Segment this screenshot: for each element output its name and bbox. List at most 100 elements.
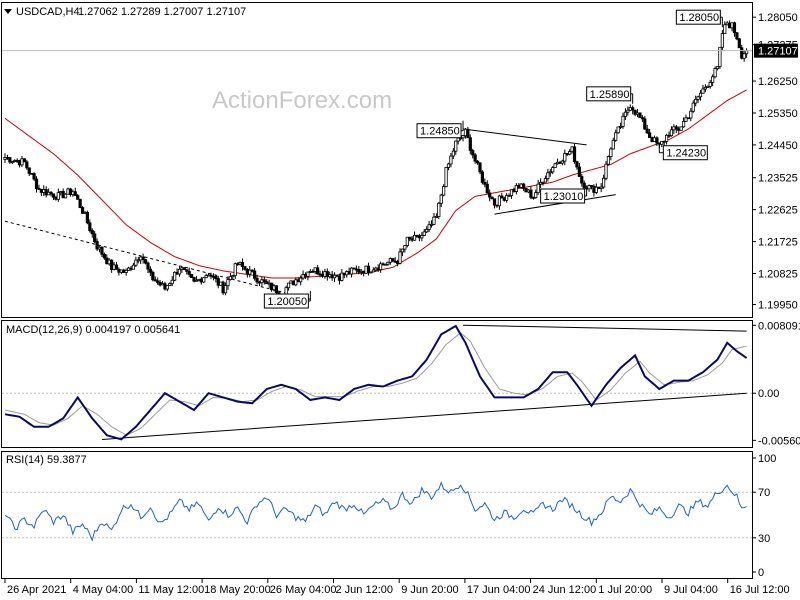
candle-body: [168, 283, 172, 286]
price-tick-label: 1.26250: [758, 76, 798, 88]
candle-body: [173, 271, 177, 281]
price-tick-label: 1.23525: [758, 173, 798, 185]
price-tick-label: 1.25350: [758, 108, 798, 120]
candle-body: [85, 211, 89, 224]
annotation-box: [416, 123, 462, 139]
candle-body: [534, 192, 538, 199]
candle-body: [633, 109, 637, 115]
candle-body: [352, 267, 356, 270]
candle-body: [732, 22, 737, 34]
candle-body: [694, 98, 698, 104]
time-tick-label: 4 May 04:00: [73, 584, 134, 596]
candle-body: [681, 120, 686, 128]
rsi-panel: 100 70 30 0 RSI(14) 59.3877: [1, 451, 776, 579]
candle-body: [679, 126, 683, 131]
annotation-box: [586, 86, 632, 102]
candle-body: [192, 277, 196, 282]
candle-body: [582, 182, 586, 189]
candle-body: [25, 161, 29, 169]
candle-body: [143, 259, 148, 264]
annotation-label: 1.25890: [590, 89, 630, 101]
candle-body: [611, 139, 615, 150]
candle-body: [674, 126, 678, 130]
macd-panel-border: [1, 320, 753, 448]
candle-body: [529, 189, 533, 198]
macd-tick-label: 0.008091: [758, 320, 800, 332]
candle-body: [703, 86, 707, 90]
candle-body: [403, 245, 407, 250]
annotation-box: [263, 293, 309, 309]
candle-body: [718, 46, 722, 67]
candle-body: [299, 277, 303, 283]
price-panel-border: [1, 2, 753, 318]
candle-body: [492, 198, 497, 206]
candle-body: [369, 271, 373, 274]
candle-body: [640, 117, 644, 120]
candle-body: [713, 68, 717, 78]
candle-body: [553, 163, 557, 169]
candle-body: [505, 195, 509, 201]
candle-body: [383, 263, 388, 266]
candle-body: [466, 128, 470, 139]
candle-body: [599, 186, 603, 189]
candle-body: [294, 279, 298, 286]
candle-body: [560, 160, 564, 164]
candle-body: [665, 134, 669, 142]
macd-panel: 0.008091 0.00 -0.005608 MACD(12,26,9) 0.00…: [1, 320, 800, 448]
candle-body: [253, 270, 257, 279]
candle-body: [22, 158, 26, 163]
candle-body: [669, 129, 674, 137]
candle-body: [136, 259, 140, 262]
annotation-label: 1.24230: [666, 148, 706, 160]
candle-body: [742, 53, 746, 59]
price-tick-label: 1.20825: [758, 269, 798, 281]
macd-trendline: [101, 392, 747, 440]
trendline: [462, 128, 587, 146]
price-tick-label: 1.24450: [758, 140, 798, 152]
macd-tick-label: -0.005608: [758, 435, 800, 447]
candle-body: [548, 171, 552, 174]
candle-body: [335, 274, 339, 277]
candle-body: [73, 191, 77, 196]
candle-body: [204, 275, 208, 279]
candle-body: [454, 140, 458, 152]
time-tick-label: 9 Jun 20:00: [401, 584, 459, 596]
candle-body: [735, 32, 739, 40]
candle-body: [226, 279, 230, 287]
candle-body: [485, 183, 489, 194]
annotation-label: 1.20050: [267, 296, 307, 308]
candle-body: [391, 258, 395, 262]
macd-label: MACD(12,26,9) 0.004197 0.005641: [6, 324, 180, 336]
candle-body: [156, 280, 160, 283]
candle-body: [151, 271, 155, 281]
candle-body: [660, 140, 664, 145]
candle-body: [449, 155, 453, 165]
collapse-arrow-icon[interactable]: [4, 9, 12, 14]
candle-body: [386, 261, 390, 265]
candle-body: [400, 248, 405, 253]
candle-body: [366, 265, 371, 274]
trendline: [4, 220, 311, 300]
candle-body: [131, 264, 136, 270]
candle-body: [434, 216, 438, 218]
candle-body: [223, 285, 228, 294]
candle-body: [543, 178, 548, 183]
candle-body: [202, 277, 206, 283]
candle-body: [740, 47, 744, 59]
candle-body: [306, 271, 310, 277]
candle-body: [708, 81, 712, 87]
candle-body: [575, 161, 579, 168]
candle-body: [442, 186, 446, 196]
ohlc-label: 1.27062 1.27289 1.27007 1.27107: [78, 6, 246, 18]
candle-body: [80, 207, 85, 214]
candle-body: [316, 267, 320, 275]
price-panel: ActionForex.com 1.28050 1.25890 1.24850 1.2…: [1, 2, 798, 318]
candle-body: [698, 92, 703, 98]
candle-body: [497, 195, 501, 207]
candle-body: [27, 167, 31, 174]
candle-body: [165, 285, 169, 290]
candle-body: [114, 264, 119, 270]
candle-body: [444, 167, 448, 188]
rsi-tick-label: 30: [758, 533, 770, 545]
